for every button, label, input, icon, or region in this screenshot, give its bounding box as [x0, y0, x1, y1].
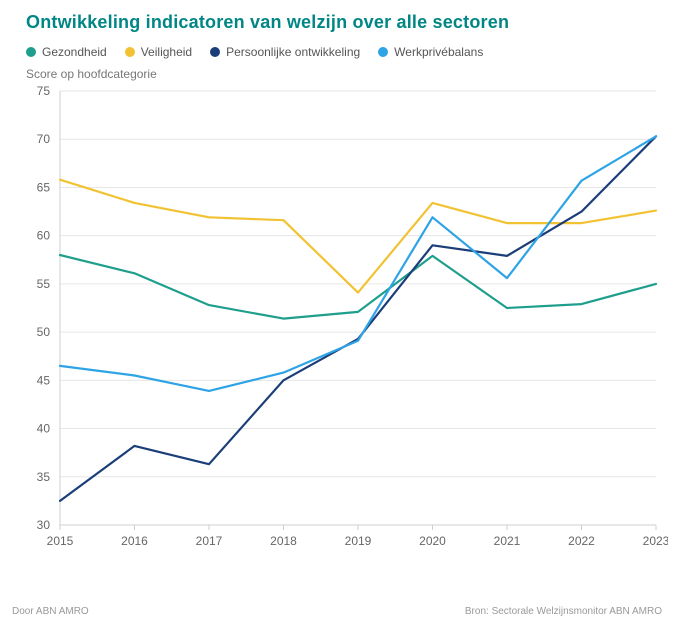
x-tick-label: 2022	[568, 534, 595, 548]
chart-svg: 30 35 40 45 50 55 60 65 70 75 2015 2016 2017 2018 2019…	[8, 85, 668, 559]
legend-swatch-gezondheid	[26, 47, 36, 57]
footer-source: Bron: Sectorale Welzijnsmonitor ABN AMRO	[465, 606, 662, 617]
y-tick-label: 60	[37, 229, 51, 243]
legend-item-veiligheid: Veiligheid	[125, 45, 192, 59]
chart-plot-area: 30 35 40 45 50 55 60 65 70 75 2015 2016 2017 2018 2019…	[8, 85, 668, 565]
y-tick-label: 75	[37, 85, 51, 98]
x-tick-label: 2018	[270, 534, 297, 548]
legend-label-veiligheid: Veiligheid	[141, 45, 192, 59]
legend-label-persoonlijke: Persoonlijke ontwikkeling	[226, 45, 360, 59]
y-tick-label: 35	[37, 470, 51, 484]
y-tick-label: 65	[37, 180, 51, 194]
y-tick-label: 40	[37, 422, 51, 436]
footer-attribution: Door ABN AMRO	[12, 606, 89, 617]
chart-footer: Door ABN AMRO Bron: Sectorale Welzijnsmo…	[12, 606, 662, 617]
y-tick-label: 50	[37, 325, 51, 339]
y-tick-label: 45	[37, 373, 51, 387]
legend-swatch-persoonlijke	[210, 47, 220, 57]
y-tick-label: 70	[37, 132, 51, 146]
series-line-gezondheid	[60, 255, 656, 319]
y-tick-label: 30	[37, 518, 51, 532]
legend-item-persoonlijke: Persoonlijke ontwikkeling	[210, 45, 360, 59]
x-tick-label: 2016	[121, 534, 148, 548]
x-tick-label: 2015	[47, 534, 74, 548]
y-tick-label: 55	[37, 277, 51, 291]
chart-container: Ontwikkeling indicatoren van welzijn ove…	[0, 0, 674, 621]
series-line-persoonlijke	[60, 136, 656, 501]
legend-swatch-veiligheid	[125, 47, 135, 57]
series-line-werkprive	[60, 136, 656, 391]
x-tick-label: 2021	[494, 534, 521, 548]
x-tick-label: 2017	[196, 534, 223, 548]
legend-swatch-werkprive	[378, 47, 388, 57]
x-tick-label: 2023	[643, 534, 668, 548]
y-axis-subtitle: Score op hoofdcategorie	[26, 67, 672, 81]
legend-label-werkprive: Werkprivébalans	[394, 45, 483, 59]
legend: Gezondheid Veiligheid Persoonlijke ontwikk…	[26, 45, 672, 59]
chart-title: Ontwikkeling indicatoren van welzijn ove…	[26, 12, 672, 33]
x-tick-label: 2019	[345, 534, 372, 548]
legend-item-gezondheid: Gezondheid	[26, 45, 107, 59]
legend-item-werkprive: Werkprivébalans	[378, 45, 483, 59]
x-tick-label: 2020	[419, 534, 446, 548]
legend-label-gezondheid: Gezondheid	[42, 45, 107, 59]
